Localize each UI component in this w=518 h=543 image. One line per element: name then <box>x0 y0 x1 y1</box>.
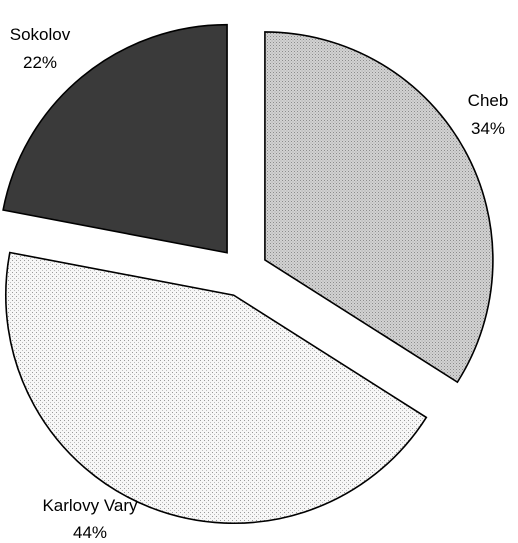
slice-name-label: Cheb <box>468 91 509 110</box>
slice-percent-label: 44% <box>73 523 107 542</box>
pie-slices <box>2 23 494 524</box>
pie-labels: Cheb 34% Karlovy Vary 44% Sokolov 22% <box>10 25 509 542</box>
slice-name-label: Karlovy Vary <box>42 496 138 515</box>
slice-percent-label: 22% <box>23 53 57 72</box>
slice-name-label: Sokolov <box>10 25 71 44</box>
pie-slice-karlovy-vary <box>5 251 428 524</box>
slice-percent-label: 34% <box>471 119 505 138</box>
pie-slice-sokolov <box>2 23 228 254</box>
pie-slice-cheb <box>264 31 494 384</box>
